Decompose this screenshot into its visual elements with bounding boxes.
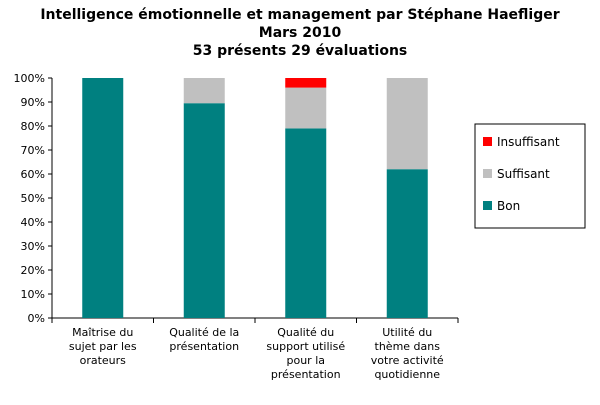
legend-label-insuffisant: Insuffisant: [497, 135, 560, 149]
x-category-label-line: support utilisé: [266, 340, 345, 353]
y-tick-label: 20%: [21, 264, 45, 277]
chart-titles: Intelligence émotionnelle et management …: [0, 6, 600, 60]
y-tick-label: 70%: [21, 144, 45, 157]
bar-suffisant: [285, 87, 327, 129]
x-category-label-line: présentation: [271, 368, 341, 381]
chart-subtitle-attendance: 53 présents 29 évaluations: [192, 43, 408, 59]
legend-box: [474, 123, 586, 229]
x-category-label: Maîtrise du sujet par les orateurs: [69, 326, 137, 367]
x-category-label: Qualité de la présentation: [169, 326, 239, 353]
x-category-label: Qualité du support utilisé pour la présenta…: [266, 326, 345, 381]
plot-area: 0% 10% 20% 30% 40% 50% 60% 70% 80% 90% 100% Maîtris…: [14, 72, 459, 381]
legend-label-suffisant: Suffisant: [497, 167, 550, 181]
y-tick-label: 100%: [14, 72, 45, 85]
bar-bon: [82, 78, 124, 318]
y-tick-label: 60%: [21, 168, 45, 181]
legend-swatch-suffisant: [483, 169, 492, 178]
y-tick-label: 80%: [21, 120, 45, 133]
x-category-label-line: quotidienne: [374, 368, 440, 381]
y-tick-label: 30%: [21, 240, 45, 253]
x-category-label-line: Maîtrise du: [72, 326, 133, 339]
x-category-label-line: orateurs: [80, 354, 127, 367]
y-tick-label: 50%: [21, 192, 45, 205]
x-category-label: Utilité du thème dans votre activité quotid…: [371, 326, 444, 381]
chart-subtitle-date: Mars 2010: [258, 25, 342, 41]
y-tick-label: 90%: [21, 96, 45, 109]
x-category-label-line: pour la: [287, 354, 326, 367]
y-tick-label: 10%: [21, 288, 45, 301]
legend-swatch-insuffisant: [483, 137, 492, 146]
legend-label-bon: Bon: [497, 199, 520, 213]
x-category-label-line: Utilité du: [382, 326, 432, 339]
chart-title: Intelligence émotionnelle et management …: [40, 7, 560, 23]
x-category-label-line: présentation: [169, 340, 239, 353]
bar-suffisant: [386, 78, 428, 170]
bar-bon: [386, 169, 428, 318]
bar-insuffisant: [285, 78, 327, 88]
x-category-label-line: thème dans: [375, 340, 441, 353]
bar-suffisant: [183, 78, 225, 104]
x-category-label-line: Qualité du: [277, 326, 334, 339]
x-category-label-line: votre activité: [371, 354, 444, 367]
bar-bon: [285, 128, 327, 318]
legend: Insuffisant Suffisant Bon: [474, 123, 586, 229]
legend-swatch-bon: [483, 201, 492, 210]
y-tick-label: 0%: [28, 312, 45, 325]
x-category-label-line: sujet par les: [69, 340, 137, 353]
bar-bon: [183, 103, 225, 318]
x-category-label-line: Qualité de la: [169, 326, 239, 339]
y-tick-label: 40%: [21, 216, 45, 229]
